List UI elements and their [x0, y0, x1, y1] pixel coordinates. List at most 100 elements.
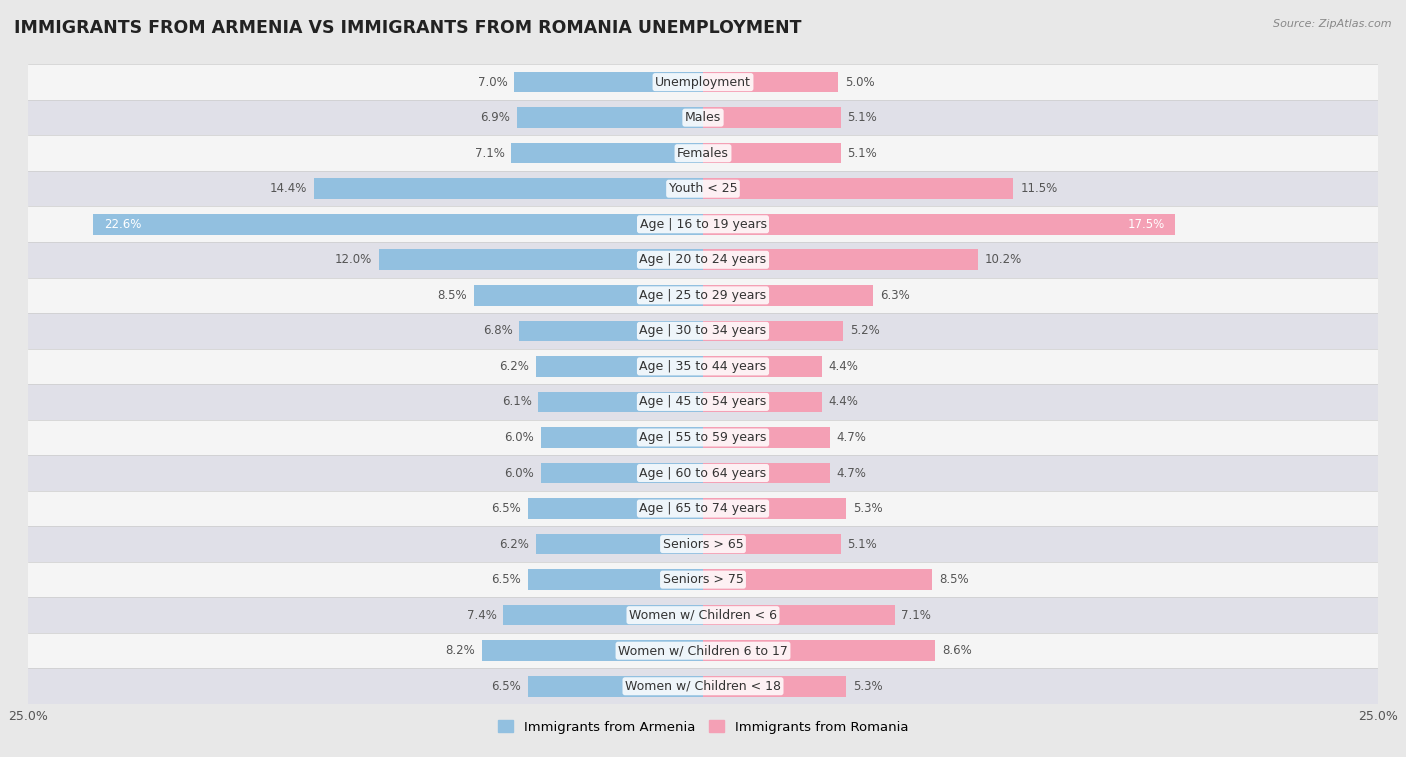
Bar — [93, 214, 703, 235]
Text: Age | 65 to 74 years: Age | 65 to 74 years — [640, 502, 766, 515]
Text: 4.4%: 4.4% — [828, 395, 859, 409]
Text: Youth < 25: Youth < 25 — [669, 182, 737, 195]
Bar — [703, 143, 841, 164]
Text: 6.5%: 6.5% — [491, 573, 520, 586]
Bar — [703, 250, 979, 270]
Bar — [519, 320, 703, 341]
Text: 7.1%: 7.1% — [475, 147, 505, 160]
Bar — [703, 107, 841, 128]
Text: 6.2%: 6.2% — [499, 537, 529, 550]
Bar — [536, 534, 703, 554]
Bar — [28, 384, 1378, 419]
Bar — [28, 171, 1378, 207]
Text: 6.1%: 6.1% — [502, 395, 531, 409]
Text: 4.4%: 4.4% — [828, 360, 859, 373]
Text: 7.0%: 7.0% — [478, 76, 508, 89]
Bar — [482, 640, 703, 661]
Text: 7.1%: 7.1% — [901, 609, 931, 621]
Bar — [703, 214, 1175, 235]
Text: 5.0%: 5.0% — [845, 76, 875, 89]
Bar — [703, 179, 1014, 199]
Bar — [703, 569, 932, 590]
Bar — [527, 498, 703, 519]
Text: 6.5%: 6.5% — [491, 502, 520, 515]
Text: Seniors > 65: Seniors > 65 — [662, 537, 744, 550]
Text: Age | 20 to 24 years: Age | 20 to 24 years — [640, 254, 766, 266]
Bar — [28, 136, 1378, 171]
Bar — [703, 391, 821, 413]
Text: Age | 55 to 59 years: Age | 55 to 59 years — [640, 431, 766, 444]
Text: Females: Females — [678, 147, 728, 160]
Bar — [541, 463, 703, 483]
Text: 10.2%: 10.2% — [986, 254, 1022, 266]
Text: 5.1%: 5.1% — [848, 537, 877, 550]
Text: 4.7%: 4.7% — [837, 466, 866, 479]
Text: 11.5%: 11.5% — [1021, 182, 1057, 195]
Bar — [536, 356, 703, 377]
Bar — [703, 640, 935, 661]
Text: 8.5%: 8.5% — [939, 573, 969, 586]
Bar — [703, 605, 894, 625]
Text: Age | 45 to 54 years: Age | 45 to 54 years — [640, 395, 766, 409]
Bar — [503, 605, 703, 625]
Bar — [28, 100, 1378, 136]
Text: IMMIGRANTS FROM ARMENIA VS IMMIGRANTS FROM ROMANIA UNEMPLOYMENT: IMMIGRANTS FROM ARMENIA VS IMMIGRANTS FR… — [14, 19, 801, 37]
Bar — [703, 534, 841, 554]
Bar — [703, 427, 830, 448]
Text: 6.2%: 6.2% — [499, 360, 529, 373]
Bar — [28, 64, 1378, 100]
Text: 8.6%: 8.6% — [942, 644, 972, 657]
Bar — [28, 349, 1378, 384]
Bar — [515, 72, 703, 92]
Bar — [703, 320, 844, 341]
Text: Seniors > 75: Seniors > 75 — [662, 573, 744, 586]
Text: 14.4%: 14.4% — [270, 182, 308, 195]
Bar — [527, 676, 703, 696]
Bar — [512, 143, 703, 164]
Text: 8.2%: 8.2% — [446, 644, 475, 657]
Text: Source: ZipAtlas.com: Source: ZipAtlas.com — [1274, 19, 1392, 29]
Text: 6.0%: 6.0% — [505, 466, 534, 479]
Bar — [315, 179, 703, 199]
Bar — [703, 676, 846, 696]
Text: Women w/ Children 6 to 17: Women w/ Children 6 to 17 — [619, 644, 787, 657]
Text: Age | 25 to 29 years: Age | 25 to 29 years — [640, 289, 766, 302]
Text: 6.3%: 6.3% — [880, 289, 910, 302]
Bar — [474, 285, 703, 306]
Text: Age | 30 to 34 years: Age | 30 to 34 years — [640, 324, 766, 338]
Bar — [28, 313, 1378, 349]
Text: Women w/ Children < 18: Women w/ Children < 18 — [626, 680, 780, 693]
Text: 6.9%: 6.9% — [479, 111, 510, 124]
Text: 6.8%: 6.8% — [482, 324, 513, 338]
Bar — [28, 597, 1378, 633]
Bar — [28, 526, 1378, 562]
Text: Age | 35 to 44 years: Age | 35 to 44 years — [640, 360, 766, 373]
Bar — [517, 107, 703, 128]
Bar — [28, 633, 1378, 668]
Bar — [28, 207, 1378, 242]
Bar — [527, 569, 703, 590]
Legend: Immigrants from Armenia, Immigrants from Romania: Immigrants from Armenia, Immigrants from… — [492, 715, 914, 739]
Text: 12.0%: 12.0% — [335, 254, 373, 266]
Text: 5.3%: 5.3% — [853, 680, 883, 693]
Bar — [380, 250, 703, 270]
Bar — [28, 562, 1378, 597]
Bar — [703, 498, 846, 519]
Text: 7.4%: 7.4% — [467, 609, 496, 621]
Bar — [28, 668, 1378, 704]
Text: 6.0%: 6.0% — [505, 431, 534, 444]
Text: Women w/ Children < 6: Women w/ Children < 6 — [628, 609, 778, 621]
Bar — [538, 391, 703, 413]
Bar — [28, 491, 1378, 526]
Bar — [703, 463, 830, 483]
Bar — [28, 242, 1378, 278]
Text: 5.2%: 5.2% — [851, 324, 880, 338]
Text: Age | 60 to 64 years: Age | 60 to 64 years — [640, 466, 766, 479]
Text: 5.3%: 5.3% — [853, 502, 883, 515]
Text: 22.6%: 22.6% — [104, 218, 141, 231]
Text: 6.5%: 6.5% — [491, 680, 520, 693]
Text: 5.1%: 5.1% — [848, 147, 877, 160]
Text: Unemployment: Unemployment — [655, 76, 751, 89]
Bar — [28, 278, 1378, 313]
Bar — [703, 285, 873, 306]
